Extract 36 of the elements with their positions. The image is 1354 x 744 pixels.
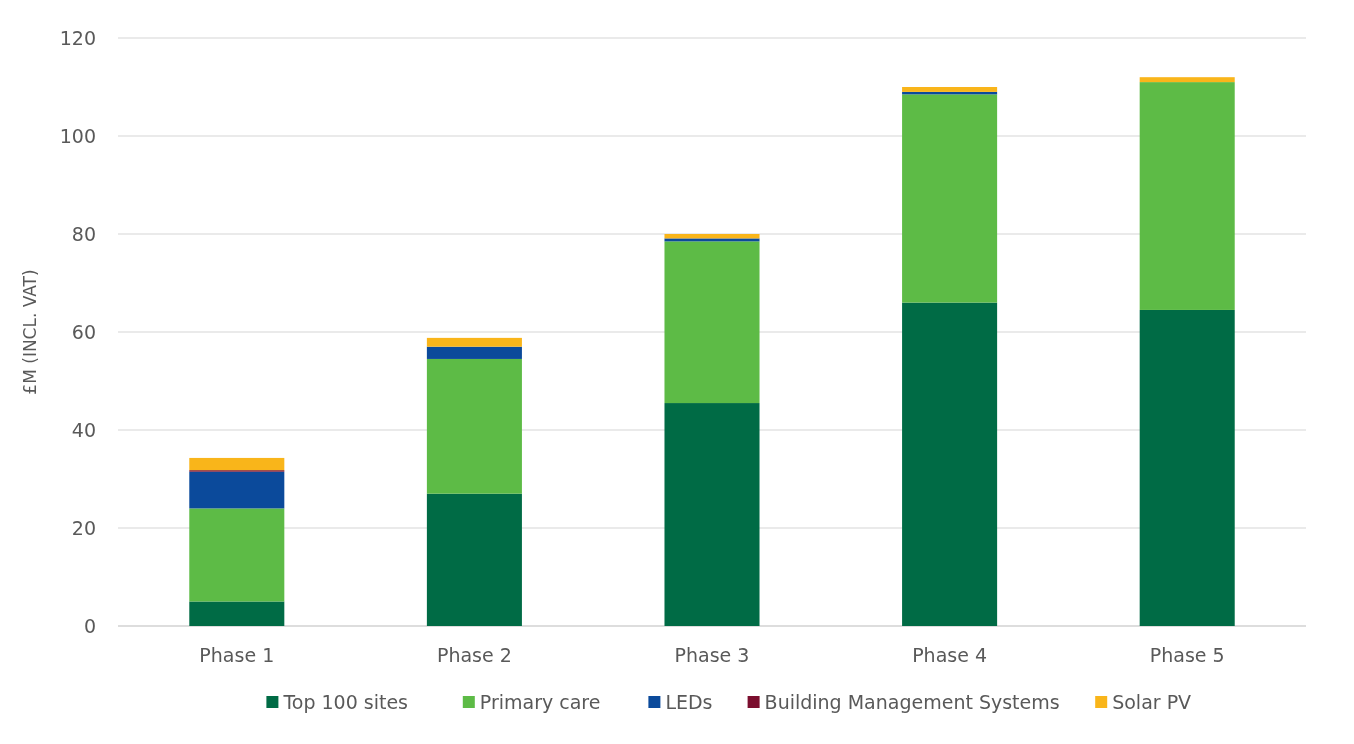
bar xyxy=(426,337,522,347)
y-tick-label: 40 xyxy=(71,418,96,441)
x-tick-label: Phase 1 xyxy=(199,644,275,666)
legend-label: Primary care xyxy=(479,690,601,713)
y-tick-label: 60 xyxy=(71,320,96,343)
bar xyxy=(902,302,998,626)
bar xyxy=(426,493,522,626)
y-tick-label: 0 xyxy=(83,614,96,637)
x-tick-label: Phase 4 xyxy=(912,644,988,666)
legend-label: Building Management Systems xyxy=(764,690,1060,713)
bar xyxy=(664,234,760,239)
bar xyxy=(1139,309,1235,626)
bar xyxy=(664,238,760,242)
bar xyxy=(902,94,998,303)
bar xyxy=(189,601,285,626)
legend-label: Top 100 sites xyxy=(282,690,409,713)
x-tick-label: Phase 2 xyxy=(436,644,512,666)
legend-label: Solar PV xyxy=(1112,690,1192,713)
bar xyxy=(902,87,998,92)
y-tick-label: 120 xyxy=(59,26,96,49)
y-axis-title: £M (INCL. VAT) xyxy=(20,269,40,395)
y-tick-label: 80 xyxy=(71,222,96,245)
bar xyxy=(1139,77,1235,83)
bar xyxy=(664,241,760,404)
bar xyxy=(189,471,285,509)
bar xyxy=(426,346,522,359)
bar xyxy=(189,508,285,602)
legend-label: LEDs xyxy=(665,690,713,713)
bar xyxy=(1139,82,1235,310)
x-tick-label: Phase 3 xyxy=(674,644,750,666)
bar xyxy=(426,358,522,494)
bar xyxy=(664,403,760,626)
x-tick-label: Phase 5 xyxy=(1149,644,1225,666)
bar xyxy=(189,457,285,471)
y-tick-label: 20 xyxy=(71,516,96,539)
y-tick-label: 100 xyxy=(59,124,96,147)
